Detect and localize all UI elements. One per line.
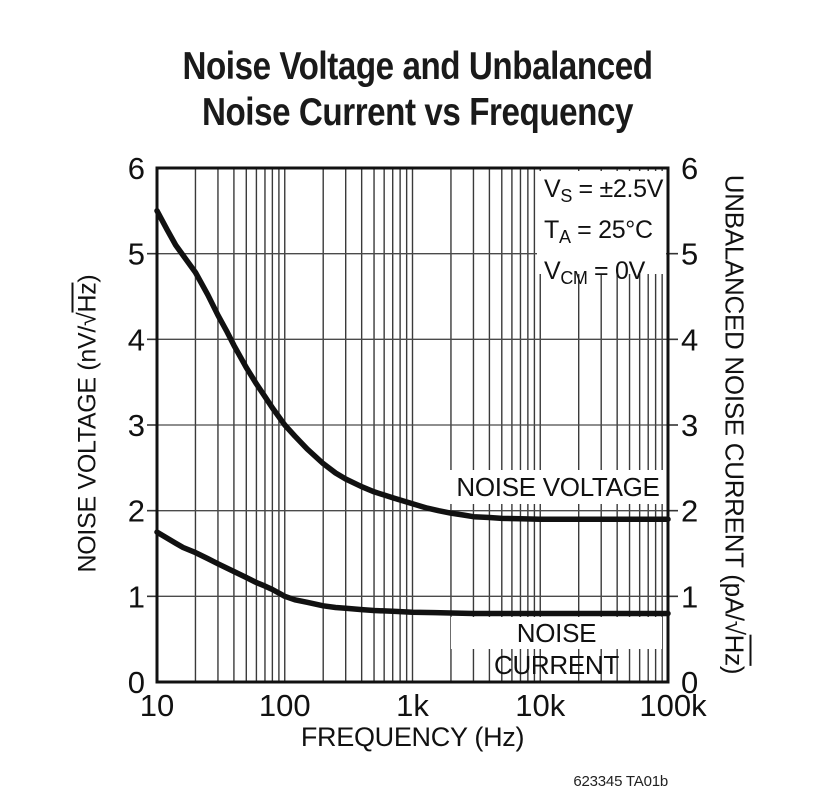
y-right-tick-label: 5 [681, 237, 698, 272]
x-tick-label: 100k [639, 688, 707, 723]
x-tick-label: 10k [515, 688, 565, 723]
axis-ticks [147, 252, 678, 598]
y-left-tick-label: 2 [128, 494, 145, 529]
condition-line-vcm: VCM = 0V [544, 254, 666, 295]
y-axis-left-label-suffix: ) [73, 274, 102, 283]
y-left-tick-label: 1 [128, 579, 145, 614]
condition-subscript: S [560, 186, 572, 206]
y-right-tick-label: 3 [681, 408, 698, 443]
y-right-tick-label: 0 [681, 665, 698, 700]
condition-line-vs: VS = ±2.5V [544, 172, 666, 213]
y-right-tick-label: 2 [681, 494, 698, 529]
noise-current-curve [154, 529, 671, 617]
y-left-tick-label: 0 [128, 665, 145, 700]
y-left-tick-label: 6 [128, 151, 145, 186]
y-left-tick-label: 4 [128, 322, 145, 357]
x-axis-title: FREQUENCY (Hz) [300, 722, 525, 752]
condition-value: = 0V [587, 257, 645, 285]
y-left-tick-label: 3 [128, 408, 145, 443]
y-left-tick-label: 5 [128, 237, 145, 272]
y-axis-left-label-text: NOISE VOLTAGE (nV/√ [73, 312, 102, 573]
condition-subscript: CM [560, 268, 588, 288]
noise-current-curve-label: NOISE CURRENT [451, 617, 662, 680]
y-axis-title-left: NOISE VOLTAGE (nV/√Hz) [74, 124, 103, 724]
condition-value: = ±2.5V [571, 175, 664, 203]
chart-title-line1: Noise Voltage and Unbalanced [182, 45, 653, 88]
condition-value: = 25°C [570, 216, 653, 244]
conditions-box: VS = ±2.5V TA = 25°C VCM = 0V [537, 171, 666, 288]
chart-title-line2: Noise Current vs Frequency [201, 91, 634, 134]
condition-base: T [544, 216, 559, 244]
x-tick-label: 1k [396, 688, 429, 723]
part-number-watermark: 623345 TA01b [573, 773, 668, 790]
y-axis-left-label-overline: Hz [73, 282, 102, 313]
noise-voltage-curve-label: NOISE VOLTAGE [450, 470, 666, 504]
condition-line-ta: TA = 25°C [544, 213, 666, 254]
condition-base: V [544, 257, 561, 285]
x-tick-label: 100 [259, 688, 311, 723]
noise-voltage-curve [154, 208, 671, 522]
condition-subscript: A [558, 227, 571, 247]
y-axis-right-label-suffix: ) [719, 665, 750, 675]
y-axis-title-right: UNBALANCED NOISE CURRENT (pA/√Hz) [719, 125, 750, 725]
y-right-tick-label: 4 [681, 322, 698, 357]
chart-title: Noise Voltage and Unbalanced Noise Curre… [63, 44, 773, 136]
y-axis-right-label-overline: Hz [719, 634, 750, 666]
y-right-tick-label: 6 [681, 151, 698, 186]
plot-frame [155, 166, 670, 684]
x-tick-label: 10 [140, 688, 174, 723]
y-axis-right-label-text: UNBALANCED NOISE CURRENT (pA/√ [719, 174, 750, 635]
y-right-tick-label: 1 [681, 579, 698, 614]
condition-base: V [544, 175, 561, 203]
